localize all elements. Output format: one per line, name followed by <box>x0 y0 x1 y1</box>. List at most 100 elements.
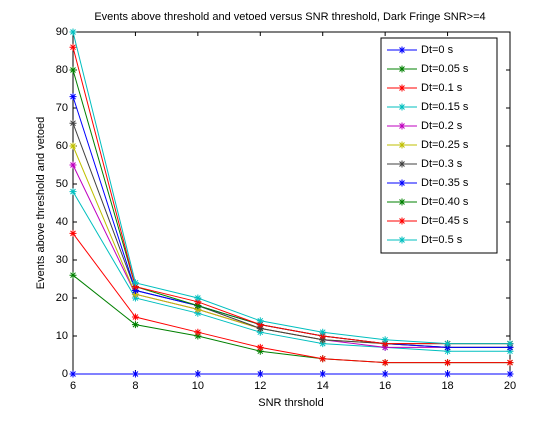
legend-marker <box>398 160 406 168</box>
series-line <box>72 191 510 352</box>
x-tick-label: 10 <box>192 380 204 392</box>
y-tick-label: 90 <box>56 26 68 38</box>
legend-label: Dt=0.45 s <box>421 215 469 227</box>
legend-label: Dt=0.15 s <box>421 101 469 113</box>
legend-label: Dt=0.35 s <box>421 177 469 189</box>
data-point <box>69 271 77 279</box>
data-point <box>256 324 264 332</box>
legend-label: Dt=0.25 s <box>421 139 469 151</box>
data-point <box>131 321 139 329</box>
x-tick-label: 20 <box>504 380 516 392</box>
data-point <box>319 332 327 340</box>
data-point <box>194 332 202 340</box>
legend-label: Dt=0.2 s <box>421 120 463 132</box>
data-point <box>444 343 452 351</box>
series-line <box>72 47 510 345</box>
y-tick-label: 60 <box>56 140 68 152</box>
data-point <box>319 328 327 336</box>
series-line <box>72 31 510 345</box>
series-line <box>72 233 510 364</box>
data-point <box>131 313 139 321</box>
legend-marker <box>398 179 406 187</box>
data-point <box>506 343 514 351</box>
data-point <box>444 347 452 355</box>
data-point <box>319 355 327 363</box>
y-tick-label: 20 <box>56 292 68 304</box>
data-point <box>256 317 264 325</box>
data-point <box>256 321 264 329</box>
data-point <box>256 343 264 351</box>
data-point <box>381 359 389 367</box>
legend-marker <box>398 122 406 130</box>
data-point <box>69 370 77 378</box>
y-tick-label: 50 <box>56 178 68 190</box>
x-tick-label: 14 <box>317 380 329 392</box>
data-point <box>194 294 202 302</box>
data-point <box>381 343 389 351</box>
data-point <box>506 370 514 378</box>
y-tick-label: 0 <box>62 368 68 380</box>
data-point <box>444 340 452 348</box>
legend-label: Dt=0.3 s <box>421 158 463 170</box>
x-tick-label: 6 <box>70 380 76 392</box>
data-point <box>69 119 77 127</box>
data-point <box>69 188 77 196</box>
data-point <box>69 229 77 237</box>
y-tick-label: 70 <box>56 102 68 114</box>
data-point <box>131 286 139 294</box>
legend-marker <box>398 65 406 73</box>
data-point <box>381 340 389 348</box>
data-point <box>506 340 514 348</box>
data-point <box>256 370 264 378</box>
data-point <box>194 370 202 378</box>
legend-label: Dt=0.1 s <box>421 82 463 94</box>
y-tick-label: 80 <box>56 64 68 76</box>
x-tick-label: 12 <box>254 380 266 392</box>
data-point <box>69 43 77 51</box>
legend-marker <box>398 198 406 206</box>
x-axis-label: SNR thrshold <box>258 397 323 409</box>
data-point <box>444 370 452 378</box>
y-tick-label: 10 <box>56 330 68 342</box>
data-point <box>194 309 202 317</box>
data-point <box>131 279 139 287</box>
legend-label: Dt=0.5 s <box>421 234 463 246</box>
data-point <box>194 302 202 310</box>
data-point <box>69 161 77 169</box>
data-point <box>194 305 202 313</box>
legend-marker <box>398 46 406 54</box>
data-point <box>256 328 264 336</box>
data-point <box>381 370 389 378</box>
y-tick-label: 30 <box>56 254 68 266</box>
legend-label: Dt=0 s <box>421 44 454 56</box>
data-point <box>131 290 139 298</box>
data-point <box>194 328 202 336</box>
legend-label: Dt=0.40 s <box>421 196 469 208</box>
data-point <box>131 294 139 302</box>
data-point <box>69 93 77 101</box>
legend-marker <box>398 217 406 225</box>
legend-marker <box>398 141 406 149</box>
legend-marker <box>398 103 406 111</box>
data-point <box>131 370 139 378</box>
data-point <box>194 298 202 306</box>
data-point <box>319 340 327 348</box>
data-point <box>69 28 77 36</box>
y-tick-label: 40 <box>56 216 68 228</box>
data-point <box>131 283 139 291</box>
data-point <box>319 336 327 344</box>
data-point <box>69 66 77 74</box>
data-point <box>506 347 514 355</box>
chart-title: Events above threshold and vetoed versus… <box>94 11 485 23</box>
legend-label: Dt=0.05 s <box>421 63 469 75</box>
x-tick-label: 16 <box>379 380 391 392</box>
data-point <box>69 142 77 150</box>
legend-marker <box>398 84 406 92</box>
legend-marker <box>398 236 406 244</box>
data-point <box>381 336 389 344</box>
data-point <box>256 347 264 355</box>
x-tick-label: 18 <box>441 380 453 392</box>
data-point <box>506 359 514 367</box>
